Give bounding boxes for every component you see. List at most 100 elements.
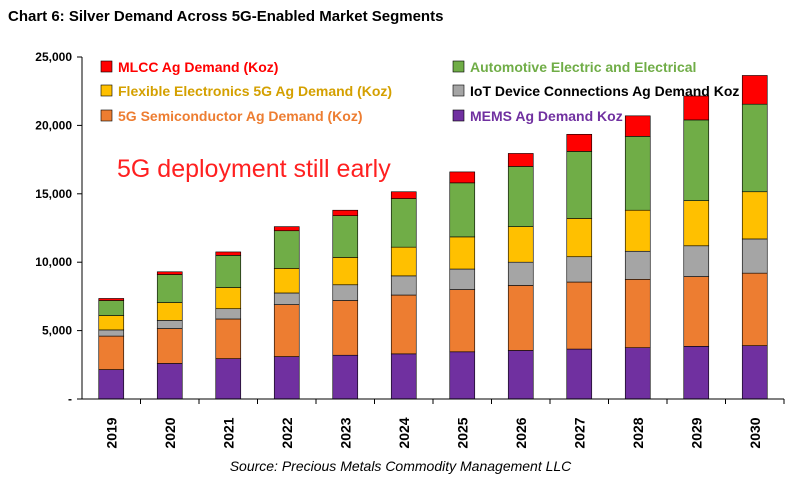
bar-segment-2022-s0 [273,356,300,400]
bar-segment-2030-s1 [741,272,768,346]
bar-segment-2029-s1 [683,276,710,347]
bar-segment-2019-s2 [98,329,125,337]
bar-segment-2020-s0 [156,363,183,400]
bar-segment-2027-s0 [566,348,593,400]
x-tick-label: 2025 [454,417,470,448]
bar-segment-2019-s5 [98,298,125,301]
legend-swatch [100,60,113,73]
bar-segment-2020-s2 [156,320,183,329]
legend-swatch [452,84,465,97]
bar-segment-2026-s5 [507,153,534,167]
bar-segment-2030-s0 [741,345,768,400]
legend-label: Automotive Electric and Electrical [470,59,696,75]
bar-segment-2028-s1 [624,278,651,348]
bar-segment-2022-s5 [273,226,300,232]
bar-segment-2022-s1 [273,304,300,357]
bar-segment-2023-s0 [332,354,359,400]
bar-segment-2023-s1 [332,300,359,356]
bar-segment-2023-s2 [332,284,359,301]
legend-label: MLCC Ag Demand (Koz) [118,59,278,75]
bar-segment-2024-s0 [390,353,417,400]
bar-segment-2027-s2 [566,256,593,283]
x-tick-label: 2027 [571,417,587,448]
bar-segment-2021-s2 [215,308,242,320]
bar-segment-2021-s4 [215,255,242,288]
bar-segment-2023-s3 [332,257,359,286]
bar-segment-2025-s0 [449,351,476,400]
bar-segment-2029-s0 [683,346,710,400]
bar-segment-2023-s4 [332,215,359,258]
x-tick-label: 2019 [103,417,119,448]
x-tick-label: 2026 [513,417,529,448]
legend-label: IoT Device Connections Ag Demand Koz [470,83,739,99]
x-tick-label: 2022 [279,417,295,448]
bar-segment-2027-s1 [566,281,593,350]
bar-segment-2019-s0 [98,369,125,400]
bar-segment-2021-s1 [215,318,242,359]
bar-segment-2019-s1 [98,335,125,370]
bar-segment-2029-s2 [683,245,710,277]
chart-annotation: 5G deployment still early [117,155,391,183]
bar-segment-2024-s1 [390,294,417,355]
bar-segment-2022-s3 [273,268,300,294]
bar-segment-2026-s4 [507,166,534,227]
bar-segment-2028-s5 [624,115,651,137]
bar-segment-2026-s0 [507,350,534,400]
bar-segment-2020-s3 [156,302,183,321]
bar-segment-2019-s4 [98,300,125,316]
legend-swatch [100,84,113,97]
chart-title: Chart 6: Silver Demand Across 5G-Enabled… [8,8,444,25]
bar-segment-2028-s2 [624,250,651,280]
x-tick-label: 2021 [220,417,236,448]
x-tick-label: 2024 [396,417,412,448]
y-tick-label: 5,000 [42,324,72,338]
bar-segment-2029-s3 [683,200,710,247]
bar-segment-2030-s2 [741,238,768,274]
bar-segment-2024-s2 [390,275,417,296]
bar-segment-2022-s4 [273,230,300,269]
y-tick-label: - [68,392,72,406]
bar-segment-2030-s3 [741,191,768,240]
x-tick-label: 2030 [747,417,763,448]
bar-segment-2021-s3 [215,287,242,310]
bar-segment-2024-s5 [390,191,417,199]
y-tick-label: 25,000 [35,50,72,64]
bar-segment-2025-s3 [449,236,476,270]
bar-segment-2030-s5 [741,75,768,105]
bar-segment-2020-s4 [156,274,183,303]
bar-segment-2023-s5 [332,209,359,216]
legend-label: Flexible Electronics 5G Ag Demand (Koz) [118,83,392,99]
bar-segment-2028-s0 [624,347,651,400]
bar-segment-2027-s5 [566,133,593,152]
bar-segment-2025-s1 [449,289,476,353]
bar-segment-2020-s1 [156,328,183,364]
bar-segment-2020-s5 [156,271,183,275]
bar-segment-2024-s4 [390,198,417,248]
bar-segment-2025-s2 [449,268,476,290]
bar-segment-2025-s4 [449,182,476,238]
bar-segment-2027-s4 [566,151,593,219]
legend-label: MEMS Ag Demand Koz [470,108,623,124]
x-tick-label: 2029 [688,417,704,448]
bar-segment-2027-s3 [566,218,593,258]
bar-segment-2024-s3 [390,246,417,277]
legend-label: 5G Semiconductor Ag Demand (Koz) [118,108,363,124]
bar-segment-2022-s2 [273,292,300,305]
bar-segment-2026-s2 [507,261,534,286]
x-tick-label: 2023 [337,417,353,448]
bar-segment-2021-s0 [215,358,242,400]
y-tick-label: 20,000 [35,118,72,132]
bar-segment-2028-s3 [624,209,651,252]
y-tick-label: 15,000 [35,187,72,201]
legend-swatch [452,109,465,122]
bar-segment-2019-s3 [98,315,125,331]
bar-segment-2030-s4 [741,103,768,193]
bar-segment-2026-s3 [507,226,534,263]
legend-swatch [452,60,465,73]
source-note: Source: Precious Metals Commodity Manage… [229,458,572,474]
bar-segment-2021-s5 [215,251,242,256]
bar-segment-2029-s4 [683,119,710,201]
legend-swatch [100,109,113,122]
x-tick-label: 2020 [162,417,178,448]
